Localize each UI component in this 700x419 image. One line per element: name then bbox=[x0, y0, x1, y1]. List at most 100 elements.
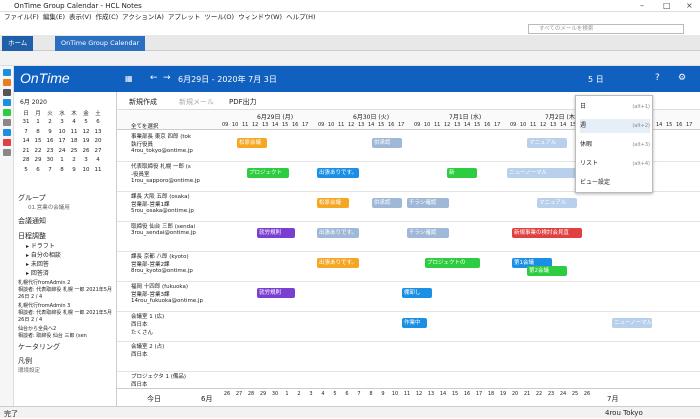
calendar-event[interactable]: 出張ありです。 bbox=[317, 258, 359, 268]
nav-day[interactable]: 3 bbox=[309, 391, 313, 397]
calendar-day[interactable]: 18 bbox=[70, 138, 78, 145]
nav-day[interactable]: 5 bbox=[333, 391, 337, 397]
help-icon[interactable]: ? bbox=[655, 73, 660, 83]
calendar-day[interactable]: 22 bbox=[34, 147, 42, 154]
close-icon[interactable]: × bbox=[686, 1, 693, 10]
calendar-event[interactable]: ニューノーマル bbox=[507, 168, 577, 178]
nav-day[interactable]: 14 bbox=[439, 391, 447, 397]
mail-button[interactable]: 新規メール bbox=[179, 98, 214, 106]
menu-item-6[interactable]: ツール(O) bbox=[204, 13, 235, 21]
menu-item-1[interactable]: 週 (alt+2) bbox=[580, 119, 650, 133]
calendar-day[interactable]: 16 bbox=[46, 138, 54, 145]
nav-day[interactable]: 29 bbox=[259, 391, 267, 397]
calendar-event[interactable]: 供承認 bbox=[372, 138, 402, 148]
nav-day[interactable]: 6 bbox=[345, 391, 349, 397]
menu-item-3[interactable]: リスト (alt+4) bbox=[580, 157, 650, 171]
tree-item[interactable]: ▸ 回答済 bbox=[26, 270, 49, 277]
nav-day[interactable]: 18 bbox=[487, 391, 495, 397]
next-arrow-icon[interactable]: → bbox=[163, 73, 171, 83]
calendar-day[interactable]: 5 bbox=[24, 166, 28, 173]
pdf-button[interactable]: PDF出力 bbox=[229, 98, 257, 106]
nav-day[interactable]: 26 bbox=[583, 391, 591, 397]
calendar-day[interactable]: 2 bbox=[48, 119, 52, 126]
calendar-day[interactable]: 10 bbox=[58, 128, 66, 135]
person-row[interactable]: 代表取締役 札幌 一郎 (s -役員室 1rou_sapporo@ontime.jp bbox=[131, 162, 217, 184]
nav-day[interactable]: 9 bbox=[381, 391, 385, 397]
menu-item-2[interactable]: 休暇 (alt+3) bbox=[580, 138, 650, 152]
calendar-day[interactable]: 29 bbox=[34, 157, 42, 164]
select-all[interactable]: 全てを選択 bbox=[131, 124, 159, 130]
nav-day[interactable]: 25 bbox=[571, 391, 579, 397]
calendar-event[interactable]: 就労規則 bbox=[257, 228, 295, 238]
nav-day[interactable]: 16 bbox=[463, 391, 471, 397]
calendar-day[interactable]: 1 bbox=[60, 157, 64, 164]
calendar-day[interactable]: 7 bbox=[48, 166, 52, 173]
nav-day[interactable]: 10 bbox=[391, 391, 399, 397]
calendar-day[interactable]: 11 bbox=[70, 128, 78, 135]
calendar-event[interactable]: マニュアル bbox=[537, 198, 577, 208]
meeting-label[interactable]: 会議通知 bbox=[18, 217, 46, 225]
calendar-day[interactable]: 24 bbox=[58, 147, 66, 154]
calendar-day[interactable]: 20 bbox=[94, 138, 102, 145]
minimize-icon[interactable]: – bbox=[640, 1, 644, 10]
calendar-event[interactable]: プロジェクトの bbox=[425, 258, 480, 268]
nav-day[interactable]: 1 bbox=[285, 391, 289, 397]
calendar-day[interactable]: 3 bbox=[84, 157, 88, 164]
legend-label[interactable]: 凡例 bbox=[18, 357, 32, 365]
calendar-day[interactable]: 8 bbox=[60, 166, 64, 173]
calendar-day[interactable]: 13 bbox=[94, 128, 102, 135]
calendar-event[interactable]: チラシ確認 bbox=[407, 198, 449, 208]
calendar-event[interactable]: 第2会議 bbox=[527, 266, 567, 276]
prev-arrow-icon[interactable]: ← bbox=[150, 73, 158, 83]
gear-icon[interactable]: ⚙ bbox=[678, 73, 687, 83]
view-selector[interactable]: 5 日 bbox=[588, 75, 604, 84]
menu-item-7[interactable]: ウィンドウ(W) bbox=[238, 13, 283, 21]
nav-day[interactable]: 15 bbox=[451, 391, 459, 397]
calendar-day[interactable]: 17 bbox=[58, 138, 66, 145]
nav-day[interactable]: 2 bbox=[297, 391, 301, 397]
nav-day[interactable]: 11 bbox=[403, 391, 411, 397]
nav-day[interactable]: 28 bbox=[247, 391, 255, 397]
calendar-day[interactable]: 19 bbox=[82, 138, 90, 145]
calendar-event[interactable]: 棚卸し bbox=[402, 288, 432, 298]
today-button[interactable]: 今日 bbox=[147, 395, 161, 403]
calendar-day[interactable]: 11 bbox=[94, 166, 102, 173]
calendar-day[interactable]: 6 bbox=[36, 166, 40, 173]
calendar-day[interactable]: 9 bbox=[72, 166, 76, 173]
menu-item-1[interactable]: 編集(E) bbox=[42, 13, 65, 21]
calendar-day[interactable]: 7 bbox=[24, 128, 28, 135]
nav-day[interactable]: 22 bbox=[535, 391, 543, 397]
calendar-event[interactable]: 新規事業の検討会見直 bbox=[512, 228, 582, 238]
tree-item[interactable]: ▸ 未回答 bbox=[26, 261, 49, 268]
approval-item[interactable]: 札幌代行fromAdmin 3 相談者: 代表取締役 札幌 一郎 2021年5月2… bbox=[18, 302, 113, 323]
tree-item[interactable]: ▸ ドラフト bbox=[26, 243, 55, 250]
menu-item-0[interactable]: 日 (alt+1) bbox=[580, 100, 650, 114]
nav-day[interactable]: 23 bbox=[547, 391, 555, 397]
approval-item[interactable]: 仙台から全員へ2 相談者: 取締役 仙台 三郎 (sen bbox=[18, 325, 113, 339]
calendar-day[interactable]: 2 bbox=[72, 157, 76, 164]
calendar-day[interactable]: 6 bbox=[96, 119, 100, 126]
menu-item-4[interactable]: アクション(A) bbox=[122, 13, 164, 21]
nav-day[interactable]: 4 bbox=[321, 391, 325, 397]
new-button[interactable]: 新規作成 bbox=[129, 98, 157, 106]
group-label[interactable]: グループ bbox=[18, 194, 46, 202]
calendar-day[interactable]: 31 bbox=[22, 119, 30, 126]
person-row[interactable]: プロジェクタ 1 (備品) 西日本 bbox=[131, 372, 217, 388]
calendar-day[interactable]: 30 bbox=[46, 157, 54, 164]
calendar-day[interactable]: 8 bbox=[36, 128, 40, 135]
approval-label[interactable]: 日程調整 bbox=[18, 232, 46, 240]
calendar-event[interactable]: 就労規則 bbox=[257, 288, 295, 298]
nav-day[interactable]: 26 bbox=[223, 391, 231, 397]
calendar-day[interactable]: 28 bbox=[22, 157, 30, 164]
tab-home[interactable]: ホーム bbox=[2, 36, 34, 51]
nav-day[interactable]: 19 bbox=[499, 391, 507, 397]
calendar-day[interactable]: 1 bbox=[36, 119, 40, 126]
calendar-event[interactable]: 松原会議 bbox=[237, 138, 267, 148]
calendar-day[interactable]: 3 bbox=[60, 119, 64, 126]
calendar-event[interactable]: 出張ありです。 bbox=[317, 228, 359, 238]
calendar-day[interactable]: 4 bbox=[96, 157, 100, 164]
tab-ontime[interactable]: OnTime Group Calendar bbox=[55, 36, 146, 51]
person-row[interactable]: 会議室 2 (占) 西日本 bbox=[131, 342, 217, 358]
nav-day[interactable]: 12 bbox=[415, 391, 423, 397]
person-row[interactable]: 課長 大阪 五郎 (osaka) 営業部-営業1課 5rou_osaka@ontim… bbox=[131, 192, 217, 214]
